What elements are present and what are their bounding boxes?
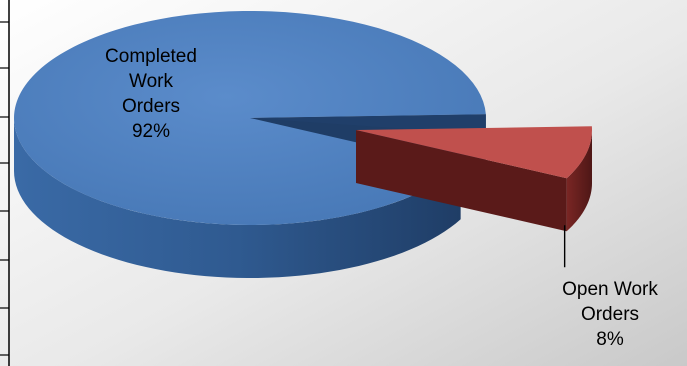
plot-frame-edge [0,0,10,366]
label-line: Completed [105,46,197,67]
pie-slice-open-side [566,130,592,232]
label-value: 92% [131,121,171,142]
data-label-completed-work-orders: Completed Work Orders 92% [76,44,226,144]
label-line: Orders [580,304,640,325]
pie-slice-completed-side [14,118,461,278]
label-line: Work [129,71,173,92]
label-line: Open Work [562,279,658,300]
data-label-open-work-orders: Open Work Orders 8% [535,277,685,352]
label-value: 8% [596,329,624,350]
label-line: Orders [121,96,181,117]
pie-slice-open [356,126,593,179]
pie-slice-open-inner-wall [356,130,567,232]
